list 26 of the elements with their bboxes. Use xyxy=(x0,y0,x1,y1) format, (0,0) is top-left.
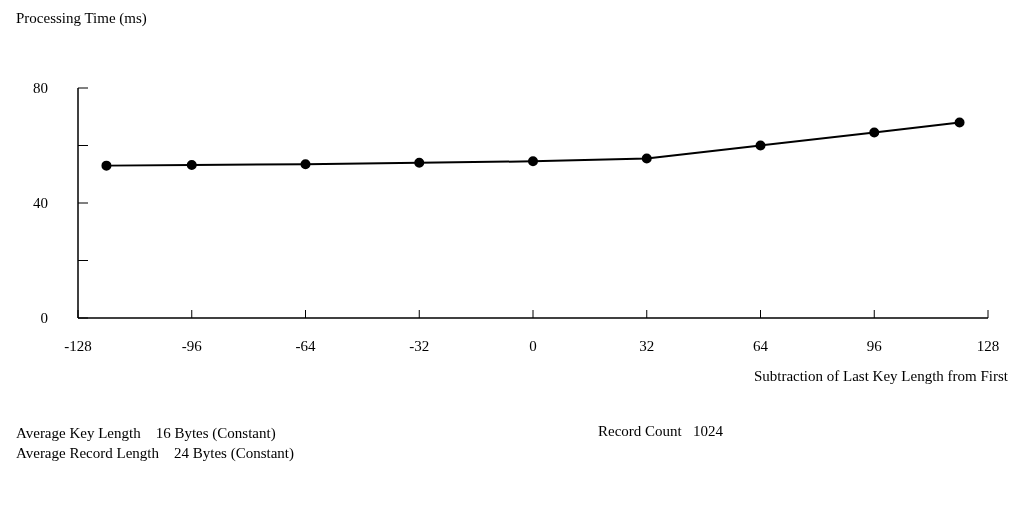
x-tick-label: -64 xyxy=(295,337,316,354)
x-tick-label: -128 xyxy=(64,337,92,354)
text: Average Key Length 16 Bytes (Constant) xyxy=(16,424,277,443)
point xyxy=(869,127,880,138)
x-tick-label: 96 xyxy=(866,337,883,354)
point xyxy=(755,140,766,151)
x-axis-title: Subtraction of Last Key Length from First xyxy=(753,368,1008,385)
x-tick-label: 32 xyxy=(639,337,655,354)
point xyxy=(528,156,538,167)
y-axis-title: Processing Time (ms) xyxy=(16,10,147,27)
point xyxy=(300,159,311,170)
x-tick-label: -32 xyxy=(409,337,430,354)
point xyxy=(954,117,965,128)
point xyxy=(414,157,425,168)
x-tick-label: 128 xyxy=(976,337,1000,354)
y-tick-label: 40 xyxy=(33,195,48,212)
point xyxy=(186,160,197,171)
text: Record Count 1024 xyxy=(598,423,723,440)
x-tick-label: 64 xyxy=(753,337,769,354)
text: Average Record Length 24 Bytes (Constant) xyxy=(16,444,294,463)
y-tick-label: 80 xyxy=(33,80,48,97)
x-tick-label: 0 xyxy=(529,337,537,354)
x-tick-label: -96 xyxy=(181,337,203,354)
y-tick-label: 0 xyxy=(40,310,48,327)
point xyxy=(641,153,652,164)
point xyxy=(101,160,112,171)
